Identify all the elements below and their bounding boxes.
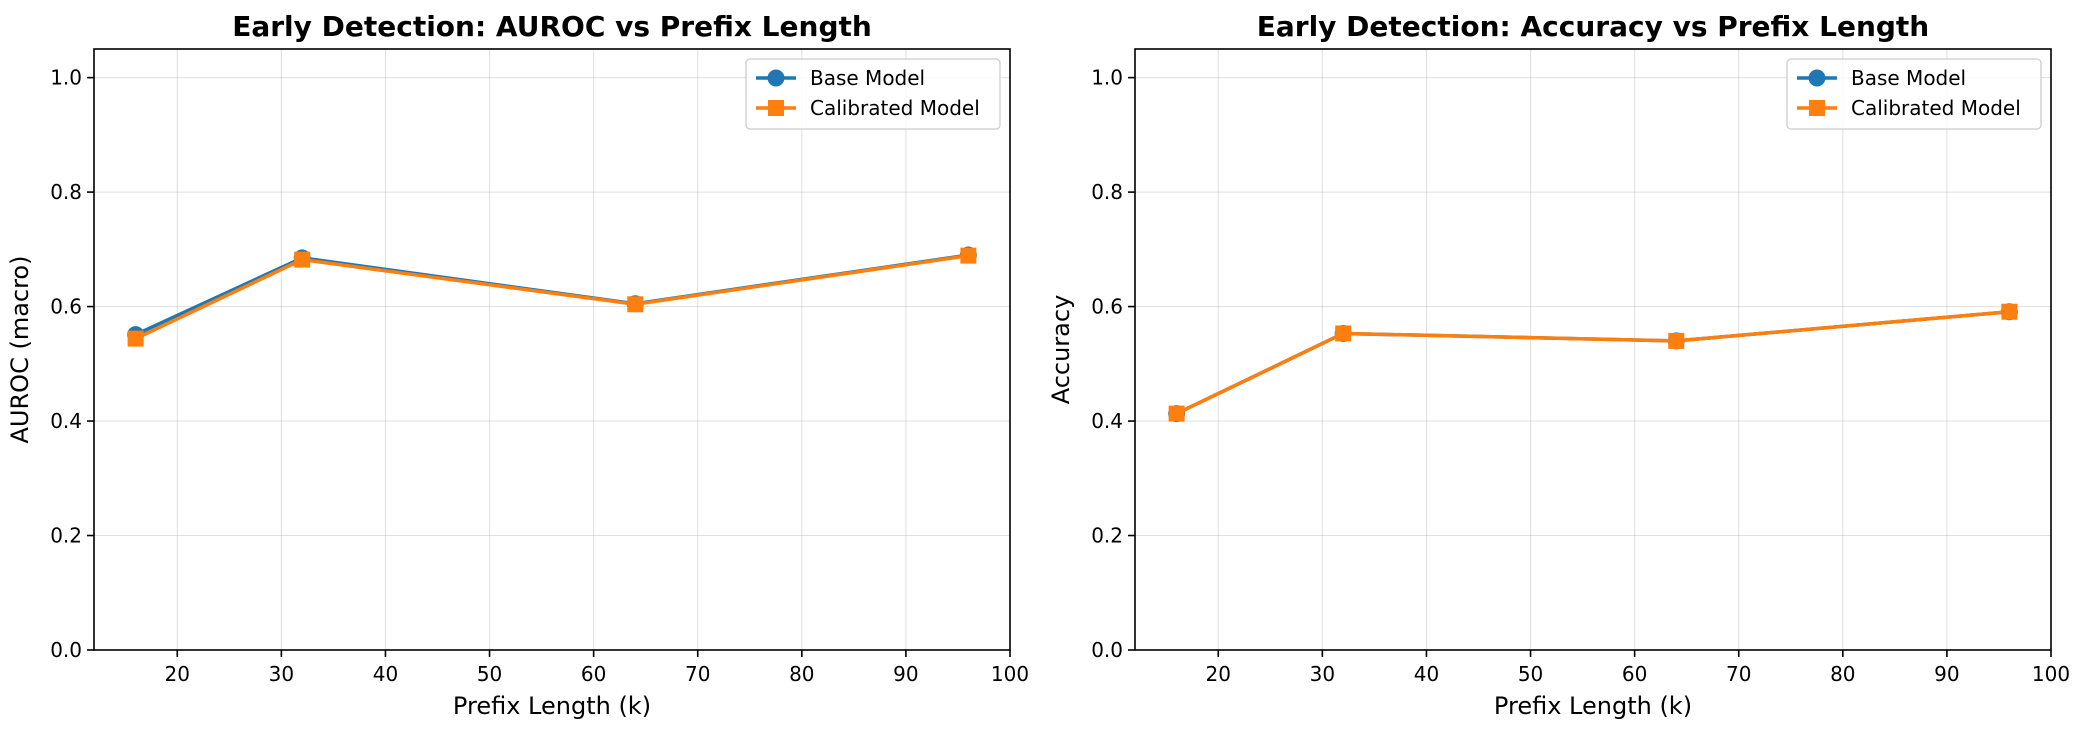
y-tick-label: 1.0 [1091,66,1123,90]
legend-marker [1808,69,1826,87]
data-point [127,330,144,347]
x-tick-label: 50 [477,662,502,686]
x-axis-label: Prefix Length (k) [1494,692,1692,720]
series-line [1175,309,2010,416]
legend-label: Calibrated Model [1851,96,2021,120]
legend: Base Model Calibrated Model [1786,58,2042,130]
legend-entry: Base Model [1797,66,1966,90]
x-tick-label: 100 [991,662,1029,686]
series-line [1175,309,2010,416]
y-tick-label: 0.6 [1091,295,1123,319]
data-point [960,247,977,264]
chart-auroc: 20 30 40 50 60 70 80 90 100 0.0 0.2 0.4 0.6 0.8 1.0 Ear… [6,10,1029,720]
legend-box [745,58,1001,130]
x-tick-label: 80 [789,662,814,686]
legend-entry: Calibrated Model [756,96,980,120]
x-tick-label: 60 [581,662,606,686]
gridlines [94,49,1011,651]
series-1 [127,247,977,347]
x-tick-label: 30 [269,662,294,686]
data-point [627,296,644,313]
series-line [134,253,969,341]
y-tick-label: 0.2 [50,524,82,548]
legend-marker [768,100,784,116]
data-point [1668,332,1685,349]
y-tick-label: 0.8 [50,180,82,204]
legend-entry: Base Model [756,66,925,90]
chart-title: Early Detection: AUROC vs Prefix Length [232,10,872,43]
x-tick-label: 70 [685,662,710,686]
x-tick-label: 20 [1206,662,1231,686]
x-tick-label: 60 [1622,662,1647,686]
y-axis-label: Accuracy [1047,295,1075,405]
y-tick-label: 0.4 [1091,409,1123,433]
data-point [294,251,311,268]
legend-entry: Calibrated Model [1797,96,2021,120]
x-axis-label: Prefix Length (k) [453,692,651,720]
y-tick-label: 0.2 [1091,524,1123,548]
chart-accuracy: 20 30 40 50 60 70 80 90 100 0.0 0.2 0.4 0.6 0.8 1.0 Ear… [1047,10,2070,720]
x-tick-label: 100 [2032,662,2070,686]
x-tick-label: 50 [1518,662,1543,686]
gridlines [1135,49,2052,651]
legend-box [1786,58,2042,130]
y-tick-label: 0.0 [1091,638,1123,662]
y-tick-label: 0.0 [50,638,82,662]
legend-label: Base Model [810,66,925,90]
x-tick-label: 70 [1726,662,1751,686]
x-tick-label: 80 [1830,662,1855,686]
chart-title: Early Detection: Accuracy vs Prefix Leng… [1257,10,1930,43]
axes-frame [1134,48,2052,651]
axes-frame [93,48,1011,651]
y-tick-label: 1.0 [50,66,82,90]
legend-label: Calibrated Model [810,96,980,120]
legend: Base Model Calibrated Model [745,58,1001,130]
x-tick-label: 20 [165,662,190,686]
x-tick-label: 30 [1310,662,1335,686]
y-tick-label: 0.4 [50,409,82,433]
data-point [1168,405,1185,422]
y-tick-label: 0.6 [50,295,82,319]
y-axis-label: AUROC (macro) [6,256,34,444]
x-tick-label: 90 [893,662,918,686]
x-tick-label: 40 [373,662,398,686]
x-tick-label: 90 [1934,662,1959,686]
x-tick-label: 40 [1414,662,1439,686]
legend-marker [767,69,785,87]
y-tick-label: 0.8 [1091,180,1123,204]
legend-marker [1809,100,1825,116]
legend-label: Base Model [1851,66,1966,90]
series-1 [1168,303,2018,422]
data-point [1335,325,1352,342]
data-point [2001,303,2018,320]
